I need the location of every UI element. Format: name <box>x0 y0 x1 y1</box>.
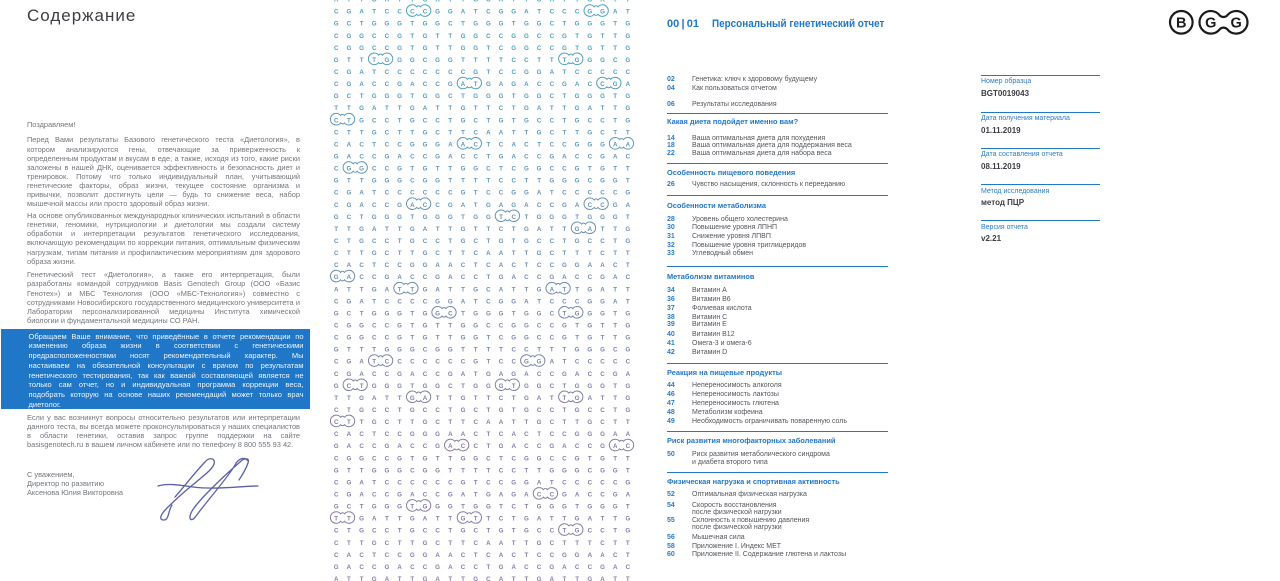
svg-text:CTTGCTTGCTTCAATTGCTTTCTT: CTTGCTTGCTTCAATTGCTTTCTT <box>334 540 630 547</box>
svg-text:CTGCCTGCCTGCTGTGCCTGCCTG: CTGCCTGCCTGCTGTGCCTGCCTG <box>334 528 630 535</box>
svg-text:TTGATTGATTGTTCTGATTGATTG: TTGATTGATTGTTCTGATTGATTG <box>334 516 630 523</box>
svg-text:GACCGACCGACCTGACCGACCGAC: GACCGACCGACCTGACCGACCGAC <box>334 154 631 161</box>
svg-text:GCTGGGTGGCTGGGTGGCTGGGTG: GCTGGGTGGCTGGGTGGCTGGGTG <box>334 383 631 390</box>
svg-text:CTGCCTGCCTGCTGTGCCTGCCTG: CTGCCTGCCTGCTGTGCCTGCCTG <box>334 117 630 124</box>
svg-text:CACTCCGGGAACTCACTCCGGGAA: CACTCCGGGAACTCACTCCGGGAA <box>334 431 631 438</box>
svg-text:ATTGATTGATTGCATTGATTGATT: ATTGATTGATTGCATTGATTGATT <box>334 576 630 581</box>
svg-text:GACCGACCGACCTGACCGACCGAC: GACCGACCGACCTGACCGACCGAC <box>334 564 631 571</box>
svg-text:CGGCCGTGTTGGCCGGCCGTGTTG: CGGCCGTGTTGGCCGGCCGTGTTG <box>334 323 630 330</box>
svg-text:CGGCCGTGTTGGTCGGCCGTGTTG: CGGCCGTGTTGGTCGGCCGTGTTG <box>334 335 630 342</box>
svg-text:CGACCGACCGATGAGACCGACCGA: CGACCGACCGATGAGACCGACCGA <box>334 371 631 378</box>
svg-text:CGATCCCCCCGTCCGGATCCCCCG: CGATCCCCCCGTCCGGATCCCCCG <box>334 479 630 486</box>
svg-text:GTTGGGCGGTTTTCCTTGGGCGGT: GTTGGGCGGTTTTCCTTGGGCGGT <box>334 467 630 474</box>
svg-text:CTTGCTTGCTTCAATTGCTTGCTT: CTTGCTTGCTTCAATTGCTTGCTT <box>334 129 630 136</box>
svg-text:CGGCCGTGTTGGCTCGGCCGTGTT: CGGCCGTGTTGGCTCGGCCGTGTT <box>334 455 630 462</box>
svg-text:GTTTGGGCGGTTTTCCTTTGGGCG: GTTTGGGCGGTTTTCCTTTGGGCG <box>334 347 631 354</box>
svg-text:CGATCCCCCCCGTCCGGATCCCCC: CGATCCCCCCCGTCCGGATCCCCC <box>334 69 631 76</box>
svg-text:CGATCCCCGGATCGGATCCCGGAT: CGATCCCCGGATCGGATCCCGGAT <box>334 298 630 305</box>
svg-text:GTTGGGCGGTTTTCCTTGGGCGGT: GTTGGGCGGTTTTCCTTGGGCGGT <box>334 178 630 185</box>
svg-text:CACTCCGGAACTCACTCCGGAACT: CACTCCGGAACTCACTCCGGAACT <box>334 552 630 559</box>
svg-text:G: G <box>1205 16 1216 32</box>
svg-text:ATTGATTGATTGCATTGATTGATT: ATTGATTGATTGCATTGATTGATT <box>334 0 630 4</box>
svg-text:CGACCGACCGATGAGACCGACCGA: CGACCGACCGATGAGACCGACCGA <box>334 492 631 499</box>
svg-text:CGATCCCCCCGTCCGGATCCCCCG: CGATCCCCCCGTCCGGATCCCCCG <box>334 190 630 197</box>
svg-text:CGGCCGTGTTGGCTCGGCCGTGTT: CGGCCGTGTTGGCTCGGCCGTGTT <box>334 166 630 173</box>
svg-text:ATTGATTGATTGCATTGATTGATT: ATTGATTGATTGCATTGATTGATT <box>334 286 630 293</box>
svg-text:TTGATTGATTGTTCTGATTGATTG: TTGATTGATTGTTCTGATTGATTG <box>334 105 630 112</box>
svg-text:GACCGACCGACCTGACCGACCGAC: GACCGACCGACCTGACCGACCGAC <box>334 443 631 450</box>
svg-text:GCTGGGTGGCTGGGTGGCTGGGTG: GCTGGGTGGCTGGGTGGCTGGGTG <box>334 310 631 317</box>
svg-text:GCTGGGTGGCTGGGTGGCTGGGTG: GCTGGGTGGCTGGGTGGCTGGGTG <box>334 21 631 28</box>
svg-text:CACTCCGGGAACTCACTCCGGGAA: CACTCCGGGAACTCACTCCGGGAA <box>334 141 631 148</box>
svg-text:G: G <box>1231 16 1242 32</box>
svg-text:B: B <box>1176 16 1186 32</box>
svg-text:CTGCCTGCCTGCTGTGCCTGCCTG: CTGCCTGCCTGCTGTGCCTGCCTG <box>334 238 630 245</box>
svg-text:GACCGACCGACCTGACCGACCGAC: GACCGACCGACCTGACCGACCGAC <box>334 274 631 281</box>
svg-text:GCTGGGTGGCTGGGTGGCTGGGTG: GCTGGGTGGCTGGGTGGCTGGGTG <box>334 93 631 100</box>
svg-text:CTTGCTTGCTTCAATTGCTTGCTT: CTTGCTTGCTTCAATTGCTTGCTT <box>334 419 630 426</box>
svg-text:CTTGCTTGCTTCAATTGCTTTCTT: CTTGCTTGCTTCAATTGCTTTCTT <box>334 250 630 257</box>
svg-text:CGACCGACCGATGAGACCGACCGA: CGACCGACCGATGAGACCGACCGA <box>334 81 631 88</box>
svg-text:CTGCCTGCCTGCTGTGCCTGCCTG: CTGCCTGCCTGCTGTGCCTGCCTG <box>334 407 630 414</box>
svg-text:GCTGGGTGGGTGGTCTGGGTGGGT: GCTGGGTGGGTGGTCTGGGTGGGT <box>334 214 630 221</box>
svg-text:GCTGGGTGGGTGGTCTGGGTGGGT: GCTGGGTGGGTGGTCTGGGTGGGT <box>334 504 630 511</box>
svg-text:CGGCCGTGTTGGCCGGCCGTGTTG: CGGCCGTGTTGGCCGGCCGTGTTG <box>334 33 630 40</box>
svg-text:TTGATTGATTGTTCTGATTGATTG: TTGATTGATTGTTCTGATTGATTG <box>334 395 630 402</box>
svg-text:CACTCCGGAACTCACTCCGGAACT: CACTCCGGAACTCACTCCGGAACT <box>334 262 630 269</box>
svg-text:CGGCCGTGTTGGTCGGCCGTGTTG: CGGCCGTGTTGGTCGGCCGTGTTG <box>334 45 630 52</box>
